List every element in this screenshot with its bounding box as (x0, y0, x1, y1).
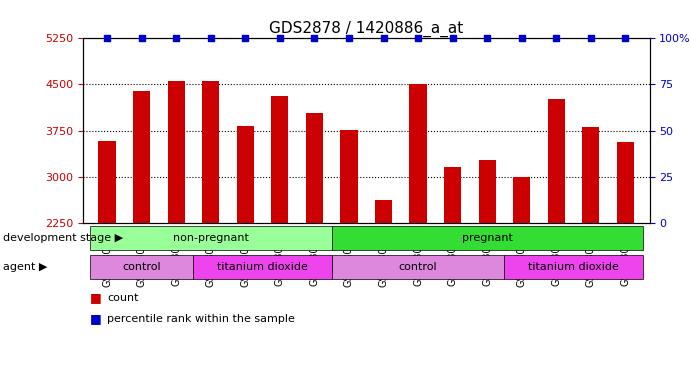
Bar (305, 113, 323, 223)
Point (378, 35, 389, 41)
Text: development stage ▶: development stage ▶ (3, 233, 124, 243)
FancyBboxPatch shape (90, 255, 193, 279)
Bar (547, 99, 565, 223)
Text: count: count (107, 293, 139, 303)
Text: percentile rank within the sample: percentile rank within the sample (107, 314, 295, 324)
Text: titanium dioxide: titanium dioxide (528, 262, 619, 272)
Point (205, 35, 216, 41)
Point (620, 35, 631, 41)
Point (551, 35, 562, 41)
Point (240, 35, 251, 41)
Point (309, 35, 320, 41)
Text: ■: ■ (90, 312, 102, 325)
Bar (409, 84, 427, 223)
FancyBboxPatch shape (504, 255, 643, 279)
Point (343, 35, 354, 41)
Text: agent ▶: agent ▶ (3, 262, 48, 272)
Bar (236, 126, 254, 223)
Point (447, 35, 458, 41)
Bar (202, 81, 220, 223)
Bar (271, 96, 289, 223)
Bar (341, 130, 358, 223)
Point (171, 35, 182, 41)
Bar (375, 200, 392, 223)
Bar (444, 167, 462, 223)
Text: control: control (122, 262, 161, 272)
Point (482, 35, 493, 41)
Bar (167, 81, 184, 223)
Point (585, 35, 596, 41)
Point (136, 35, 147, 41)
Title: GDS2878 / 1420886_a_at: GDS2878 / 1420886_a_at (269, 21, 464, 37)
Bar (133, 91, 151, 223)
Bar (617, 142, 634, 223)
Text: titanium dioxide: titanium dioxide (217, 262, 308, 272)
Point (102, 35, 113, 41)
Text: pregnant: pregnant (462, 233, 513, 243)
Bar (98, 141, 116, 223)
Bar (582, 127, 599, 223)
FancyBboxPatch shape (193, 255, 332, 279)
Point (274, 35, 285, 41)
Bar (478, 160, 496, 223)
Text: control: control (399, 262, 437, 272)
Point (413, 35, 424, 41)
FancyBboxPatch shape (332, 255, 504, 279)
Bar (513, 177, 530, 223)
Text: non-pregnant: non-pregnant (173, 233, 249, 243)
Point (516, 35, 527, 41)
FancyBboxPatch shape (90, 226, 332, 250)
Text: ■: ■ (90, 291, 102, 304)
FancyBboxPatch shape (332, 226, 643, 250)
